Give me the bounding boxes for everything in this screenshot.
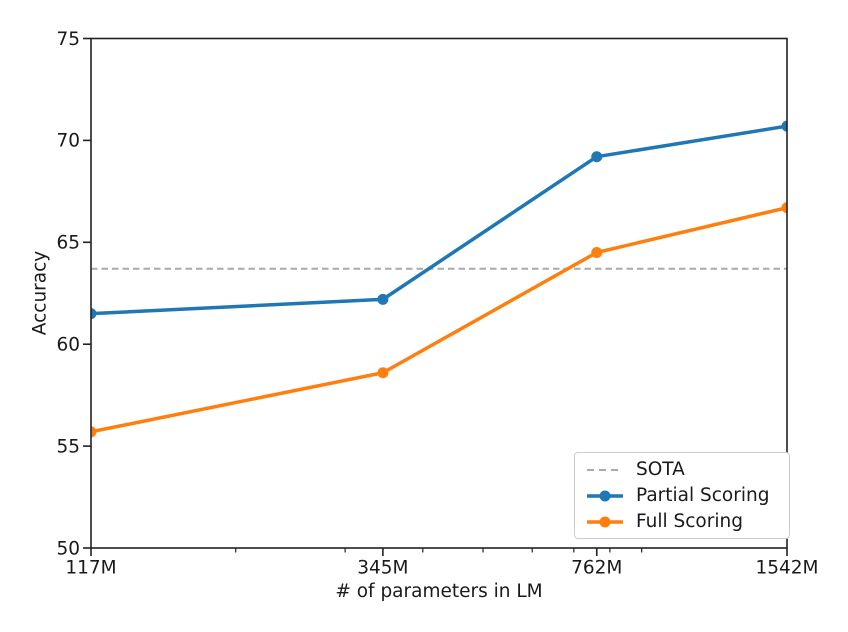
svg-text:60: 60 (56, 335, 80, 356)
legend: SOTA Partial Scoring Full Scoring (574, 452, 790, 539)
full-scoring-line-marker-icon (587, 516, 623, 527)
legend-label-full-scoring: Full Scoring (636, 511, 743, 532)
sota-dashed-line-icon (587, 468, 623, 471)
partial-scoring-line-marker-icon (587, 490, 623, 501)
svg-text:65: 65 (56, 233, 80, 254)
legend-item-sota: SOTA (585, 457, 789, 483)
y-axis-title: Accuracy (29, 250, 51, 336)
svg-text:75: 75 (56, 29, 80, 50)
svg-text:55: 55 (56, 436, 80, 457)
svg-text:70: 70 (56, 131, 80, 152)
x-axis-title: # of parameters in LM (335, 581, 543, 602)
svg-text:1542M: 1542M (755, 558, 818, 579)
legend-label-partial-scoring: Partial Scoring (636, 485, 770, 506)
svg-text:117M: 117M (65, 558, 116, 579)
legend-label-sota: SOTA (636, 459, 685, 480)
svg-text:762M: 762M (571, 558, 622, 579)
svg-text:345M: 345M (357, 558, 408, 579)
legend-item-full-scoring: Full Scoring (585, 509, 789, 535)
legend-item-partial-scoring: Partial Scoring (585, 483, 789, 509)
svg-text:50: 50 (56, 538, 80, 559)
